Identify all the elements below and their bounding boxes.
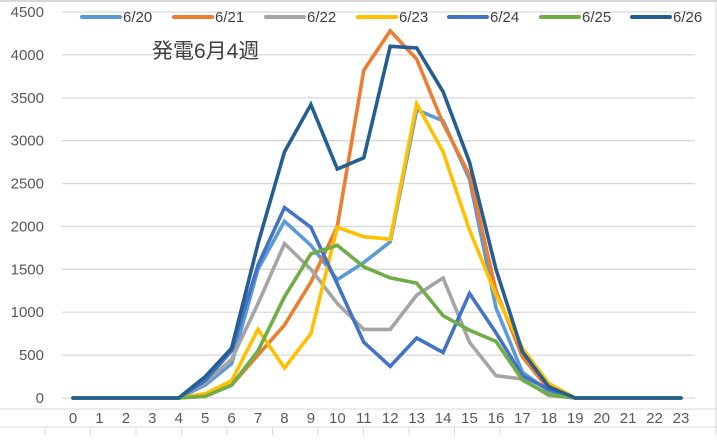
x-tick-label: 21 xyxy=(620,410,637,427)
legend-item-6-21: 6/21 xyxy=(172,9,244,26)
legend: 6/20 6/21 6/22 6/23 6/24 6/25 6/26 xyxy=(80,9,702,26)
x-tick-label: 19 xyxy=(567,410,584,427)
legend-label: 6/25 xyxy=(582,9,611,26)
x-tick-label: 3 xyxy=(148,410,156,427)
legend-label: 6/22 xyxy=(307,9,336,26)
series-line-6-26 xyxy=(71,44,683,400)
x-tick-label: 2 xyxy=(122,410,130,427)
series-lines xyxy=(71,28,683,400)
y-tick-label: 3500 xyxy=(11,90,44,107)
x-tick-label: 9 xyxy=(307,410,315,427)
series-line-6-25 xyxy=(71,243,683,400)
x-tick-label: 18 xyxy=(540,410,557,427)
x-tick-label: 11 xyxy=(356,410,372,427)
gridlines xyxy=(0,11,717,435)
legend-label: 6/26 xyxy=(673,9,702,26)
x-tick-label: 10 xyxy=(329,410,346,427)
legend-label: 6/23 xyxy=(399,9,428,26)
x-tick-label: 14 xyxy=(435,410,452,427)
chart-title: 発電6月4週 xyxy=(152,40,259,63)
x-tick-label: 17 xyxy=(514,410,531,427)
y-tick-label: 1500 xyxy=(11,261,44,278)
x-tick-label: 12 xyxy=(382,410,399,427)
legend-item-6-24: 6/24 xyxy=(447,9,519,26)
x-tick-label: 22 xyxy=(646,410,663,427)
legend-item-6-25: 6/25 xyxy=(539,9,611,26)
y-tick-label: 3000 xyxy=(11,133,44,150)
series-line-6-22 xyxy=(71,240,683,400)
x-tick-label: 6 xyxy=(227,410,235,427)
y-axis: 0 500 1000 1500 2000 2500 3000 3500 4000 4500 xyxy=(11,4,44,407)
x-tick-label: 20 xyxy=(593,410,610,427)
x-tick-label: 4 xyxy=(175,410,183,427)
x-tick-label: 15 xyxy=(461,410,478,427)
x-tick-label: 23 xyxy=(673,410,690,427)
y-tick-label: 0 xyxy=(36,390,44,407)
y-tick-label: 2500 xyxy=(11,176,44,193)
y-tick-label: 500 xyxy=(19,347,44,364)
x-tick-label: 5 xyxy=(201,410,209,427)
y-tick-label: 4500 xyxy=(11,4,44,21)
y-tick-label: 1000 xyxy=(11,304,44,321)
x-tick-label: 0 xyxy=(69,410,77,427)
x-tick-label: 16 xyxy=(488,410,505,427)
y-tick-label: 2000 xyxy=(11,218,44,235)
series-line-6-21 xyxy=(71,28,683,400)
legend-label: 6/20 xyxy=(123,9,152,26)
legend-item-6-23: 6/23 xyxy=(356,9,428,26)
series-line-6-24 xyxy=(71,204,683,400)
x-axis: 0 1 2 3 4 5 6 7 8 9 10 11 12 13 14 15 16 17 18 19 20 21 22 23 xyxy=(69,410,690,427)
y-tick-label: 4000 xyxy=(11,47,44,64)
x-tick-label: 8 xyxy=(280,410,288,427)
legend-item-6-22: 6/22 xyxy=(264,9,336,26)
x-tick-label: 13 xyxy=(408,410,425,427)
legend-item-6-26: 6/26 xyxy=(630,9,702,26)
x-tick-label: 7 xyxy=(254,410,262,427)
legend-label: 6/21 xyxy=(215,9,244,26)
x-tick-label: 1 xyxy=(95,410,103,427)
legend-label: 6/24 xyxy=(490,9,519,26)
legend-item-6-20: 6/20 xyxy=(80,9,152,26)
